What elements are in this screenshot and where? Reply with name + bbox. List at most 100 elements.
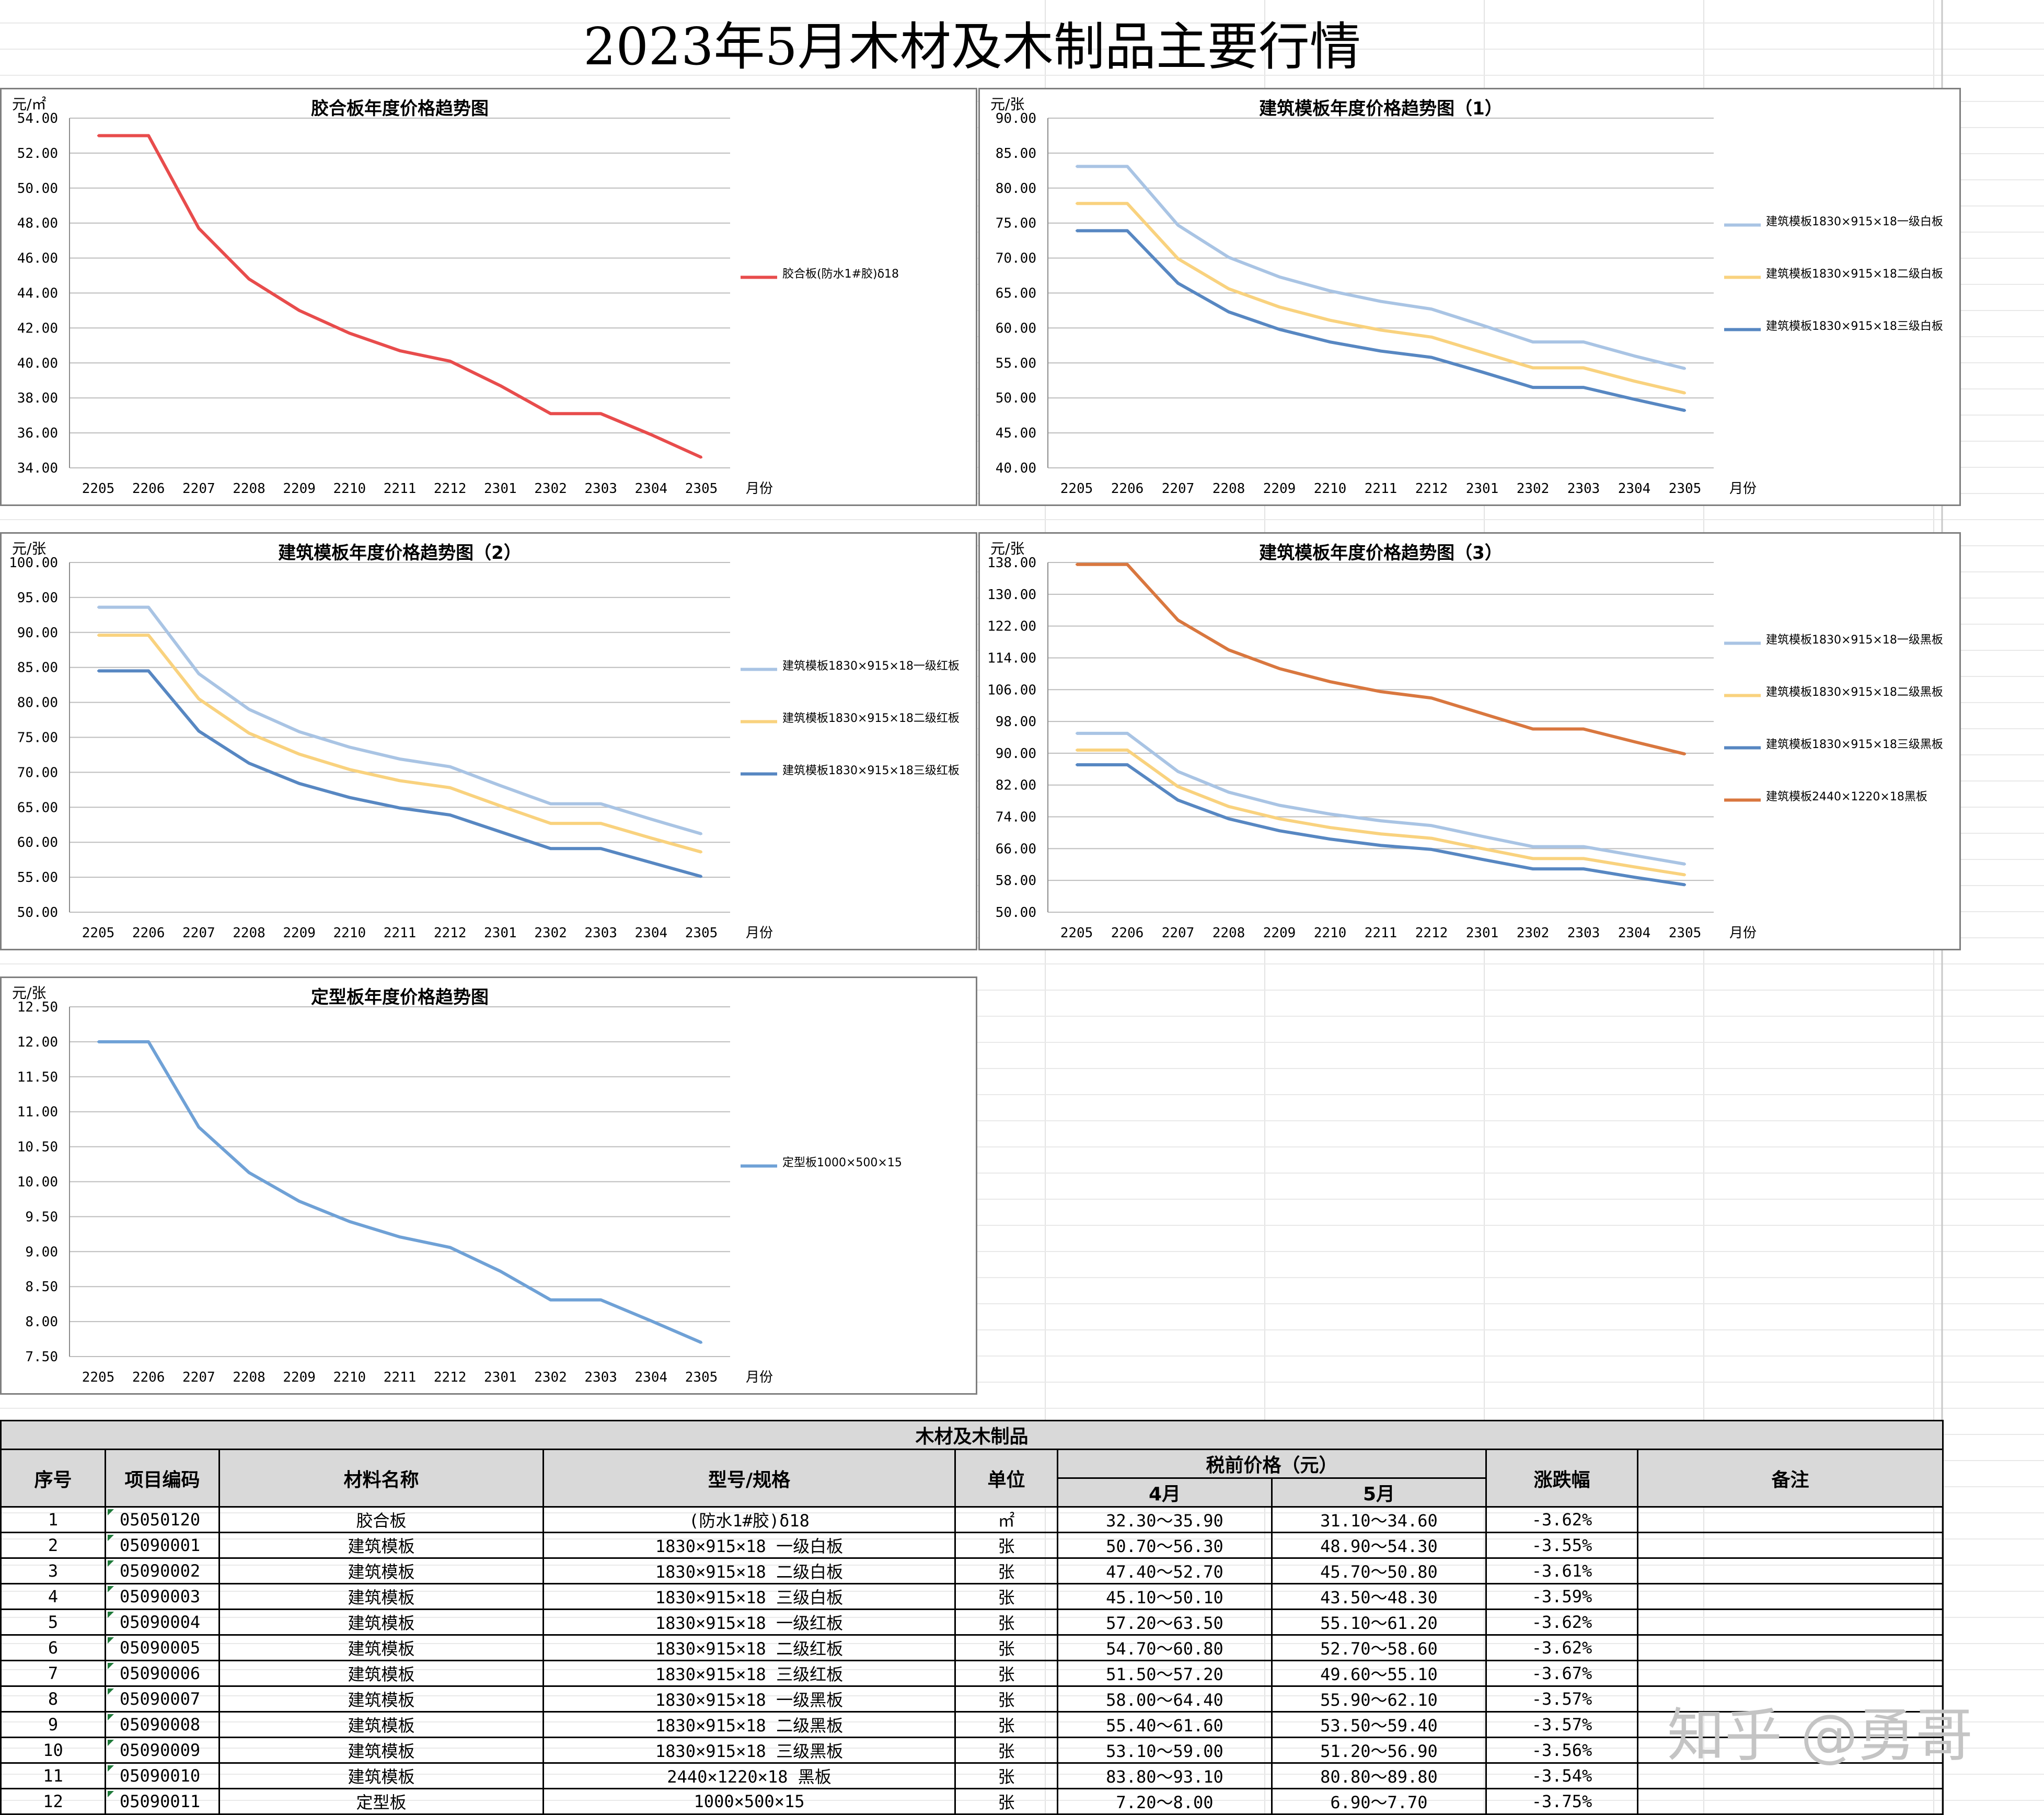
data-point[interactable] xyxy=(650,818,652,821)
cell-apr[interactable]: 54.70～60.80 xyxy=(1057,1634,1273,1661)
data-point[interactable] xyxy=(1278,830,1280,832)
data-point[interactable] xyxy=(1076,763,1078,766)
data-point[interactable] xyxy=(499,805,502,807)
cell-name[interactable]: 建筑模板 xyxy=(218,1583,544,1610)
data-point[interactable] xyxy=(1380,350,1382,352)
data-point[interactable] xyxy=(599,412,602,415)
cell-code[interactable]: 05090001 xyxy=(105,1532,220,1559)
cell-code[interactable]: 05090003 xyxy=(105,1583,220,1610)
cell-unit[interactable]: 张 xyxy=(954,1737,1058,1764)
cell-note[interactable] xyxy=(1636,1788,1944,1815)
data-point[interactable] xyxy=(1583,341,1585,343)
cell-spec[interactable]: 2440×1220×18 黑板 xyxy=(542,1762,956,1789)
cell-may[interactable]: 43.50～48.30 xyxy=(1271,1583,1487,1610)
data-point[interactable] xyxy=(599,822,602,825)
cell-spec[interactable]: 1830×915×18 一级白板 xyxy=(542,1532,956,1559)
data-point[interactable] xyxy=(1481,835,1483,837)
cell-change[interactable]: -3.75% xyxy=(1485,1788,1638,1815)
series-line[interactable] xyxy=(98,134,702,459)
data-point[interactable] xyxy=(1430,697,1433,699)
data-point[interactable] xyxy=(399,779,401,782)
cell-unit[interactable]: 张 xyxy=(954,1788,1058,1815)
cell-unit[interactable]: 张 xyxy=(954,1609,1058,1636)
data-point[interactable] xyxy=(1481,324,1483,327)
cell-code[interactable]: 05090006 xyxy=(105,1660,220,1687)
cell-spec[interactable]: 1830×915×18 二级红板 xyxy=(542,1634,956,1661)
data-point[interactable] xyxy=(1228,256,1230,259)
cell-code[interactable]: 05090008 xyxy=(105,1711,220,1738)
data-point[interactable] xyxy=(449,765,452,768)
data-point[interactable] xyxy=(147,134,150,137)
cell-seq[interactable]: 10 xyxy=(0,1737,106,1764)
cell-change[interactable]: -3.62% xyxy=(1485,1609,1638,1636)
cell-note[interactable] xyxy=(1636,1609,1944,1636)
cell-spec[interactable]: 1830×915×18 二级白板 xyxy=(542,1557,956,1584)
data-point[interactable] xyxy=(1684,409,1686,412)
cell-seq[interactable]: 2 xyxy=(0,1532,106,1559)
data-point[interactable] xyxy=(599,847,602,850)
data-point[interactable] xyxy=(147,634,150,637)
data-point[interactable] xyxy=(449,814,452,817)
data-point[interactable] xyxy=(97,606,99,608)
data-point[interactable] xyxy=(1633,876,1635,879)
cell-spec[interactable]: (防水1#胶)δ18 xyxy=(542,1506,956,1533)
cell-seq[interactable]: 11 xyxy=(0,1762,106,1789)
cell-change[interactable]: -3.57% xyxy=(1485,1685,1638,1713)
data-point[interactable] xyxy=(147,606,150,608)
data-point[interactable] xyxy=(1380,844,1382,847)
data-point[interactable] xyxy=(1430,336,1433,338)
data-point[interactable] xyxy=(399,807,401,809)
cell-seq[interactable]: 4 xyxy=(0,1583,106,1610)
data-point[interactable] xyxy=(1076,749,1078,751)
data-point[interactable] xyxy=(1481,371,1483,373)
data-point[interactable] xyxy=(298,730,301,733)
cell-change[interactable]: -3.59% xyxy=(1485,1583,1638,1610)
data-point[interactable] xyxy=(1076,732,1078,734)
chart-formwork-1[interactable]: 建筑模板年度价格趋势图（1） 元/张 40.00 45.00 50.00 55.00 60.… xyxy=(978,88,1961,506)
data-point[interactable] xyxy=(348,796,351,799)
cell-code[interactable]: 05050120 xyxy=(105,1506,220,1533)
cell-may[interactable]: 45.70～50.80 xyxy=(1271,1557,1487,1584)
chart-shaped-board[interactable]: 定型板年度价格趋势图 元/张 7.50 8.00 8.50 9.00 9.50 10.00 10… xyxy=(0,977,977,1395)
cell-may[interactable]: 31.10～34.60 xyxy=(1271,1506,1487,1533)
data-point[interactable] xyxy=(1532,857,1534,860)
cell-name[interactable]: 建筑模板 xyxy=(218,1762,544,1789)
cell-may[interactable]: 52.70～58.60 xyxy=(1271,1634,1487,1661)
cell-unit[interactable]: 张 xyxy=(954,1557,1058,1584)
data-point[interactable] xyxy=(1633,854,1635,857)
data-point[interactable] xyxy=(97,1040,99,1043)
data-point[interactable] xyxy=(1684,753,1686,755)
data-point[interactable] xyxy=(1430,848,1433,851)
cell-change[interactable]: -3.55% xyxy=(1485,1532,1638,1559)
data-point[interactable] xyxy=(1278,275,1280,278)
data-point[interactable] xyxy=(1177,257,1179,260)
data-point[interactable] xyxy=(1633,354,1635,357)
cell-note[interactable] xyxy=(1636,1685,1944,1713)
data-point[interactable] xyxy=(298,309,301,312)
data-point[interactable] xyxy=(248,708,250,710)
data-point[interactable] xyxy=(1532,868,1534,870)
cell-code[interactable]: 05090010 xyxy=(105,1762,220,1789)
cell-code[interactable]: 05090005 xyxy=(105,1634,220,1661)
data-point[interactable] xyxy=(499,831,502,833)
cell-name[interactable]: 定型板 xyxy=(218,1788,544,1815)
data-point[interactable] xyxy=(1228,791,1230,794)
data-point[interactable] xyxy=(1583,386,1585,389)
data-point[interactable] xyxy=(1126,202,1128,205)
cell-note[interactable] xyxy=(1636,1557,1944,1584)
data-point[interactable] xyxy=(248,1171,250,1174)
data-point[interactable] xyxy=(1430,308,1433,311)
data-point[interactable] xyxy=(198,730,200,732)
series-line[interactable] xyxy=(1077,748,1685,877)
data-point[interactable] xyxy=(1228,288,1230,290)
data-point[interactable] xyxy=(1076,165,1078,168)
data-point[interactable] xyxy=(298,753,301,755)
series-line[interactable] xyxy=(98,669,702,878)
data-point[interactable] xyxy=(1532,728,1534,730)
data-point[interactable] xyxy=(1532,341,1534,343)
data-point[interactable] xyxy=(549,822,552,825)
cell-apr[interactable]: 32.30～35.90 xyxy=(1057,1506,1273,1533)
cell-seq[interactable]: 8 xyxy=(0,1685,106,1713)
data-point[interactable] xyxy=(700,875,702,878)
data-point[interactable] xyxy=(1228,805,1230,808)
